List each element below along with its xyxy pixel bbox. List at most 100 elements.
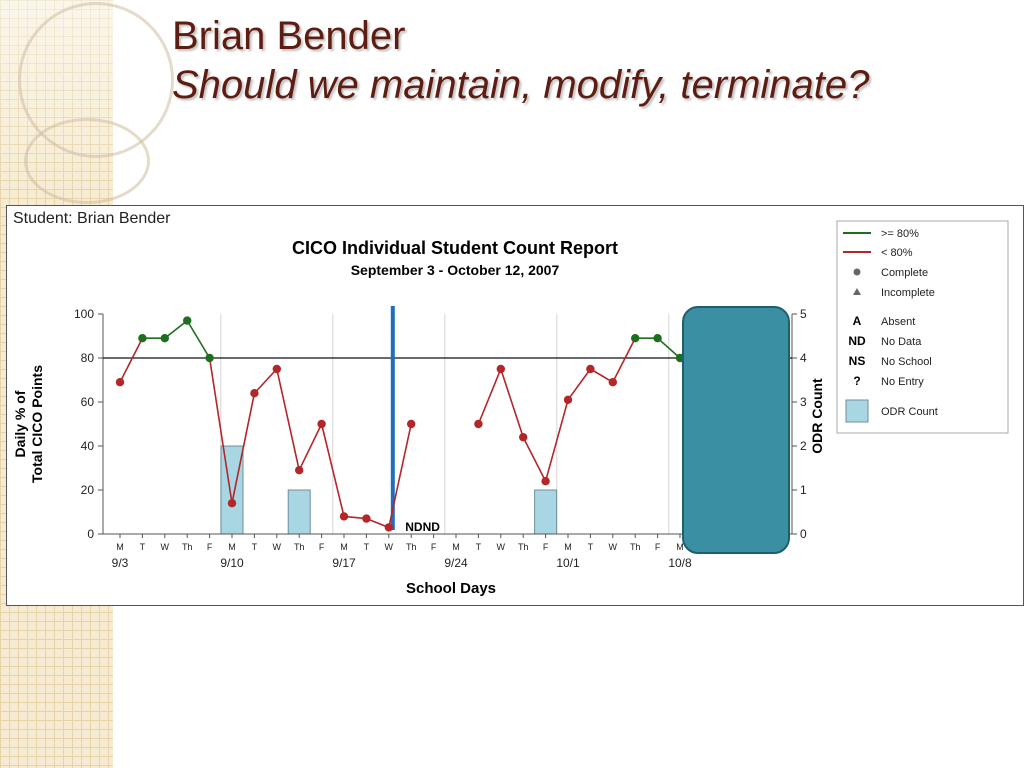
overlay-rounded-box [682, 306, 790, 554]
x-day-label: W [609, 542, 618, 552]
x-day-label: Th [294, 542, 305, 552]
y-tick-label: 20 [81, 483, 95, 497]
x-day-label: Th [630, 542, 641, 552]
series-line-segment [544, 399, 569, 482]
series-line-segment [567, 368, 592, 401]
x-day-label: Th [518, 542, 529, 552]
data-point [205, 353, 214, 363]
legend-symbol: ND [848, 334, 866, 348]
data-point [496, 364, 505, 374]
chart-subtitle: September 3 - October 12, 2007 [351, 262, 560, 278]
x-day-label: W [273, 542, 282, 552]
y2-tick-label: 1 [800, 483, 807, 497]
series-line-segment [388, 423, 412, 528]
x-day-label: F [319, 542, 325, 552]
y2-axis-title: ODR Count [809, 378, 825, 454]
data-point [474, 419, 483, 429]
x-day-label: M [228, 542, 236, 552]
x-day-label: W [385, 542, 394, 552]
data-point [586, 364, 595, 374]
y-tick-label: 100 [74, 307, 94, 321]
y2-tick-label: 0 [800, 527, 807, 541]
series-line-segment [298, 423, 323, 471]
data-point [115, 378, 125, 387]
data-point [631, 334, 640, 343]
data-point [317, 419, 326, 429]
x-day-label: T [588, 542, 594, 552]
slide-title: Brian Bender Should we maintain, modify,… [172, 12, 932, 110]
series-line-segment [186, 320, 211, 359]
series-line-segment [164, 319, 188, 339]
legend-symbol: ? [853, 374, 860, 388]
x-day-label: M [676, 542, 684, 552]
x-day-label: M [564, 542, 572, 552]
x-date-label: 9/17 [332, 556, 356, 570]
series-line-segment [320, 423, 345, 517]
x-date-label: 9/3 [112, 556, 129, 570]
data-point [384, 523, 393, 532]
y-tick-label: 0 [87, 527, 94, 541]
x-date-label: 9/10 [220, 556, 244, 570]
x-day-label: T [476, 542, 482, 552]
series-line-segment [522, 436, 547, 482]
y-axis-title-line: Daily % of [12, 390, 28, 457]
legend-incomplete-icon [853, 288, 861, 295]
series-line-segment [589, 368, 614, 383]
data-point [295, 466, 304, 475]
series-line-segment [231, 393, 256, 504]
x-day-label: F [655, 542, 661, 552]
legend-label: < 80% [881, 247, 913, 259]
legend-label: No School [881, 356, 932, 368]
data-point [160, 334, 169, 343]
data-point [250, 389, 259, 398]
series-line-segment [612, 337, 636, 383]
data-point [653, 334, 662, 343]
x-date-label: 10/1 [556, 556, 580, 570]
y-tick-label: 60 [81, 395, 95, 409]
data-point [563, 395, 573, 404]
x-day-label: F [431, 542, 437, 552]
legend-symbol: NS [849, 354, 866, 368]
data-point [138, 334, 147, 343]
cico-chart: Student: Brian Bender CICO Individual Stu… [12, 210, 1009, 597]
x-axis-title: School Days [406, 580, 496, 597]
legend-label: No Entry [881, 376, 924, 388]
odr-bar [287, 489, 311, 535]
legend-label: Absent [881, 316, 915, 328]
decorative-ring-small [24, 118, 150, 204]
slide-title-question: Should we maintain, modify, terminate? [172, 63, 870, 107]
data-point [608, 378, 617, 387]
data-point [519, 433, 528, 442]
series-line-segment [119, 337, 144, 383]
series-line-segment [657, 337, 681, 359]
x-day-label: F [207, 542, 213, 552]
slide-title-name: Brian Bender [172, 14, 406, 58]
series-line-segment [276, 368, 300, 471]
legend-label: Complete [881, 267, 928, 279]
chart-frame: Student: Brian Bender CICO Individual Stu… [6, 205, 1024, 606]
legend-label: ODR Count [881, 406, 938, 418]
y-axis-title: Daily % ofTotal CICO Points [12, 365, 45, 483]
data-point [227, 499, 237, 508]
legend-label: Incomplete [881, 287, 935, 299]
y2-tick-label: 4 [800, 351, 807, 365]
odr-bar [534, 489, 558, 535]
x-day-label: T [140, 542, 146, 552]
data-point [407, 419, 416, 429]
series-line-segment [253, 368, 278, 394]
legend-symbol: A [853, 314, 862, 328]
legend-complete-icon [853, 268, 861, 276]
student-label: Student: Brian Bender [13, 210, 171, 227]
y2-tick-label: 5 [800, 307, 807, 321]
x-day-label: T [252, 542, 258, 552]
x-day-label: W [497, 542, 506, 552]
x-day-label: M [452, 542, 460, 552]
series-line-segment [477, 368, 502, 425]
data-point [339, 512, 349, 521]
y-tick-label: 40 [81, 439, 95, 453]
y2-tick-label: 2 [800, 439, 807, 453]
x-day-label: M [340, 542, 348, 552]
data-point [362, 514, 371, 523]
y-axis-title-line: Total CICO Points [29, 365, 45, 483]
x-day-label: T [364, 542, 370, 552]
